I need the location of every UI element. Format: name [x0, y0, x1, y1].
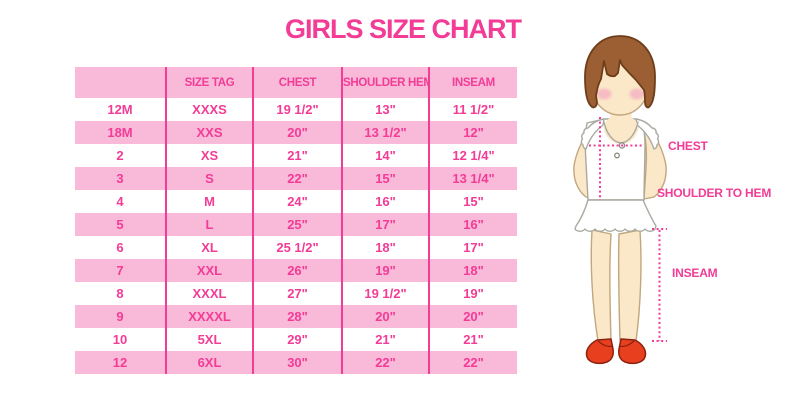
girl-left-sleeve-ruffle [580, 118, 605, 150]
cell-chest: 22" [253, 167, 343, 190]
cell-shoulder-hem: 21" [342, 328, 430, 351]
cell-size-tag: XS [166, 144, 254, 167]
girl-left-shoe [585, 338, 614, 365]
cell-inseam: 20" [429, 305, 517, 328]
cell-size: 4 [75, 190, 167, 213]
table-row: 12M XXXS 19 1/2" 13" 11 1/2" [75, 98, 517, 121]
cell-size-tag: XXXL [166, 282, 254, 305]
cell-chest: 27" [253, 282, 343, 305]
cell-inseam: 15" [463, 194, 484, 209]
girl-right-leg [617, 229, 642, 342]
cell-size-tag: 6XL [166, 351, 254, 374]
table-row: 9 XXXXL 28" 20" 20" [75, 305, 517, 328]
cell-chest: 19 1/2" [253, 98, 343, 121]
cell-size-tag: XXXS [166, 98, 254, 121]
cell-chest: 30" [253, 351, 343, 374]
left-shoe-strap [597, 340, 614, 348]
table-row: 3 S 22" 15" 13 1/4" [75, 167, 517, 190]
cell-size: 2 [75, 144, 167, 167]
cell-size-tag: XXL [166, 259, 254, 282]
cell-size: 8 [75, 282, 167, 305]
cell-size-tag: S [166, 167, 254, 190]
cell-size: 10 [75, 328, 167, 351]
girl-skirt-ruffle [574, 199, 657, 232]
girl-left-blush [596, 88, 612, 100]
table-row: 18M XXS 20" 13 1/2" 12" [75, 121, 517, 144]
table-row: 10 5XL 29" 21" 21" [75, 328, 517, 351]
girl-right-blush [629, 88, 645, 100]
girl-right-arm [642, 125, 667, 200]
girl-hair [584, 35, 656, 109]
cell-chest: 26" [253, 259, 343, 282]
cell-inseam: 22" [429, 351, 517, 374]
right-shoe-strap [618, 340, 635, 348]
cell-chest: 28" [253, 305, 343, 328]
inseam-label: INSEAM [672, 266, 718, 280]
top-button-2 [614, 152, 620, 159]
cell-shoulder-hem: 22" [342, 351, 430, 374]
cell-size: 12M [75, 98, 167, 121]
cell-size: 7 [75, 259, 167, 282]
cell-inseam: 17" [463, 240, 484, 255]
cell-inseam: 11 1/2" [452, 102, 495, 117]
header-cell-chest: CHEST [253, 67, 343, 98]
header-cell-inseam: INSEAM [429, 67, 517, 98]
cell-size-tag: L [166, 213, 254, 236]
cell-shoulder-hem: 14" [342, 144, 430, 167]
cell-size-tag: XXS [166, 121, 254, 144]
cell-chest: 21" [253, 144, 343, 167]
cell-shoulder-hem: 13" [342, 98, 430, 121]
cell-shoulder-hem: 19" [342, 259, 430, 282]
shoulder-to-hem-label: SHOULDER TO HEM [657, 186, 771, 200]
cell-inseam: 12" [429, 121, 517, 144]
cell-size-tag: XL [166, 236, 254, 259]
header-cell-shoulder-hem: SHOULDER HEM [342, 67, 430, 98]
cell-chest: 25 1/2" [253, 236, 343, 259]
table-row: 12 6XL 30" 22" 22" [75, 351, 517, 374]
cell-chest: 25" [253, 213, 343, 236]
cell-inseam: 16" [429, 213, 517, 236]
cell-size-tag: M [166, 190, 254, 213]
cell-size: 9 [75, 305, 167, 328]
cell-shoulder-hem: 13 1/2" [342, 121, 430, 144]
table-row: 5 L 25" 17" 16" [75, 213, 517, 236]
table-row: 8 XXXL 27" 19 1/2" 19" [75, 282, 517, 305]
cell-chest: 20" [253, 121, 343, 144]
cell-size: 12 [75, 351, 167, 374]
girl-right-shoe [618, 338, 647, 365]
chest-label: CHEST [668, 139, 709, 153]
cell-shoulder-hem: 15" [342, 167, 430, 190]
table-row: 2 XS 21" 14" 12 1/4" [75, 144, 517, 167]
size-chart-table: SIZE TAG CHEST SHOULDER HEM INSEAM 12M X… [75, 67, 517, 374]
girl-left-leg [590, 229, 612, 342]
table-row: 6 XL 25 1/2" 18" 17" [75, 236, 517, 259]
cell-shoulder-hem: 19 1/2" [342, 282, 430, 305]
cell-size: 3 [75, 167, 167, 190]
cell-chest: 24" [253, 190, 343, 213]
cell-inseam: 13 1/4" [429, 167, 517, 190]
header-cell-blank [75, 67, 167, 98]
cell-inseam: 19" [463, 286, 484, 301]
table-header-row: SIZE TAG CHEST SHOULDER HEM INSEAM [75, 67, 517, 98]
table-row: 4 M 24" 16" 15" [75, 190, 517, 213]
cell-size: 18M [75, 121, 167, 144]
cell-size-tag: XXXXL [166, 305, 254, 328]
cell-shoulder-hem: 18" [342, 236, 430, 259]
cell-shoulder-hem: 16" [342, 190, 430, 213]
girl-measurement-diagram: CHEST SHOULDER TO HEM INSEAM [573, 35, 772, 365]
page-title: GIRLS SIZE CHART [285, 14, 522, 44]
cell-shoulder-hem: 20" [342, 305, 430, 328]
cell-inseam: 18" [429, 259, 517, 282]
cell-shoulder-hem: 17" [342, 213, 430, 236]
header-cell-size-tag: SIZE TAG [166, 67, 254, 98]
table-row: 7 XXL 26" 19" 18" [75, 259, 517, 282]
cell-size: 5 [75, 213, 167, 236]
cell-size-tag: 5XL [166, 328, 254, 351]
cell-inseam: 21" [463, 332, 484, 347]
cell-chest: 29" [253, 328, 343, 351]
cell-size: 6 [75, 236, 167, 259]
girl-right-sleeve-ruffle [635, 118, 660, 150]
cell-inseam: 12 1/4" [452, 148, 495, 163]
